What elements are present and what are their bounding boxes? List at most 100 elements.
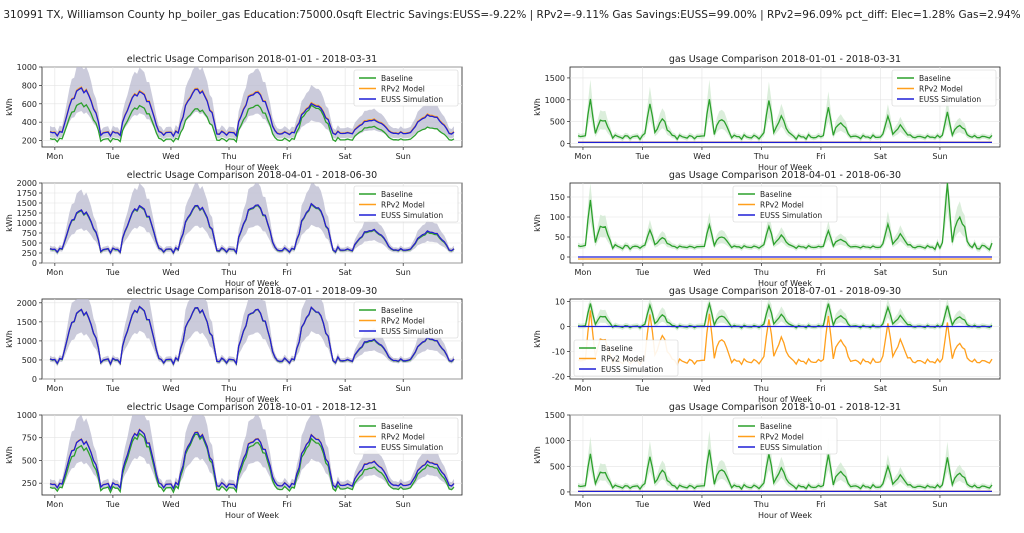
x-axis-label: Hour of Week: [225, 279, 279, 288]
x-tick-label: Thu: [753, 384, 769, 393]
y-axis-label: kWh: [5, 98, 14, 116]
legend-label: Baseline: [381, 190, 413, 199]
legend-label: EUSS Simulation: [601, 365, 663, 374]
legend-box: [573, 339, 679, 377]
y-axis-label: kWh: [533, 330, 542, 348]
series-euss-line: [49, 86, 455, 138]
x-tick-label: Fri: [816, 152, 826, 161]
legend-box: [732, 417, 838, 455]
y-tick-label: 1000: [17, 337, 37, 346]
x-tick-label: Mon: [46, 500, 63, 509]
legend-label: RPv2 Model: [760, 201, 804, 210]
legend-label: Baseline: [919, 74, 951, 83]
x-tick-label: Sat: [339, 384, 352, 393]
y-tick-label: 1500: [17, 199, 37, 208]
y-axis-label: kWh: [533, 446, 542, 464]
x-tick-label: Sat: [874, 268, 887, 277]
x-tick-label: Fri: [816, 268, 826, 277]
x-tick-label: Tue: [635, 384, 650, 393]
x-tick-label: Thu: [753, 500, 769, 509]
series-baseline-line: [577, 449, 993, 491]
y-tick-label: 500: [22, 456, 37, 465]
x-tick-label: Mon: [46, 152, 63, 161]
legend-label: Baseline: [760, 422, 792, 431]
confidence-band: [578, 183, 992, 253]
y-tick-label: 200: [22, 137, 37, 146]
x-axis-label: Hour of Week: [758, 395, 812, 404]
y-tick-label: 0: [560, 323, 565, 332]
legend-box: [353, 417, 459, 455]
y-tick-label: 1000: [545, 96, 565, 105]
legend-label: EUSS Simulation: [381, 211, 443, 220]
y-tick-label: 1000: [17, 411, 37, 420]
x-tick-label: Thu: [221, 500, 237, 509]
x-tick-label: Thu: [221, 384, 237, 393]
confidence-band: [578, 299, 992, 331]
y-tick-label: 0: [32, 375, 37, 384]
chart-title: gas Usage Comparison 2018-04-01 - 2018-0…: [669, 170, 901, 181]
chart-title: electric Usage Comparison 2018-07-01 - 2…: [127, 286, 377, 297]
x-axis-label: Hour of Week: [225, 395, 279, 404]
x-tick-label: Mon: [46, 268, 63, 277]
x-tick-label: Wed: [693, 268, 710, 277]
chart-g2: 0 50 100 150 Mon Tue Wed Thu Fri Sat Sun gas Usage …: [533, 170, 1001, 288]
y-tick-label: 2000: [17, 299, 37, 308]
y-axis-label: kWh: [5, 330, 14, 348]
legend-label: Baseline: [381, 422, 413, 431]
legend-label: RPv2 Model: [381, 85, 425, 94]
y-tick-label: 1000: [17, 219, 37, 228]
legend-box: [353, 185, 459, 223]
legend-label: EUSS Simulation: [919, 95, 981, 104]
x-tick-label: Wed: [162, 384, 179, 393]
x-tick-label: Thu: [221, 152, 237, 161]
x-tick-label: Fri: [282, 500, 292, 509]
series-euss-line: [49, 305, 455, 366]
legend-box: [353, 301, 459, 339]
x-tick-label: Sat: [339, 268, 352, 277]
legend-label: Baseline: [381, 306, 413, 315]
y-tick-label: 400: [22, 118, 37, 127]
x-tick-label: Tue: [105, 384, 120, 393]
x-tick-label: Sun: [932, 384, 947, 393]
legend-label: RPv2 Model: [601, 355, 645, 364]
x-tick-label: Thu: [753, 268, 769, 277]
x-tick-label: Sun: [396, 500, 411, 509]
x-tick-label: Sat: [874, 152, 887, 161]
x-tick-label: Wed: [693, 500, 710, 509]
y-axis-label: kWh: [5, 214, 14, 232]
series-euss-line: [49, 428, 455, 491]
confidence-band: [50, 183, 454, 256]
y-tick-label: 0: [32, 259, 37, 268]
x-tick-label: Sat: [339, 152, 352, 161]
x-tick-label: Wed: [162, 268, 179, 277]
x-tick-label: Sat: [874, 500, 887, 509]
y-tick-label: 1250: [17, 209, 37, 218]
y-tick-label: 500: [22, 239, 37, 248]
y-tick-label: 250: [22, 249, 37, 258]
chart-title: electric Usage Comparison 2018-04-01 - 2…: [127, 170, 377, 181]
x-tick-label: Mon: [575, 152, 592, 161]
legend-label: Baseline: [760, 190, 792, 199]
confidence-band: [578, 79, 992, 143]
x-tick-label: Mon: [575, 500, 592, 509]
y-tick-label: 600: [22, 100, 37, 109]
figure-suptitle: 310991 TX, Williamson County hp_boiler_g…: [3, 9, 1021, 21]
series-baseline-line: [49, 432, 455, 494]
x-tick-label: Fri: [282, 384, 292, 393]
x-axis-label: Hour of Week: [225, 511, 279, 520]
y-tick-label: 1750: [17, 189, 37, 198]
legend-label: RPv2 Model: [381, 201, 425, 210]
legend-label: EUSS Simulation: [381, 327, 443, 336]
legend-label: EUSS Simulation: [760, 443, 822, 452]
y-tick-label: 1500: [17, 318, 37, 327]
chart-g3: -20 -10 0 10 Mon Tue Wed Thu Fri Sat Sun gas Usage …: [533, 286, 1001, 404]
legend-label: RPv2 Model: [760, 433, 804, 442]
